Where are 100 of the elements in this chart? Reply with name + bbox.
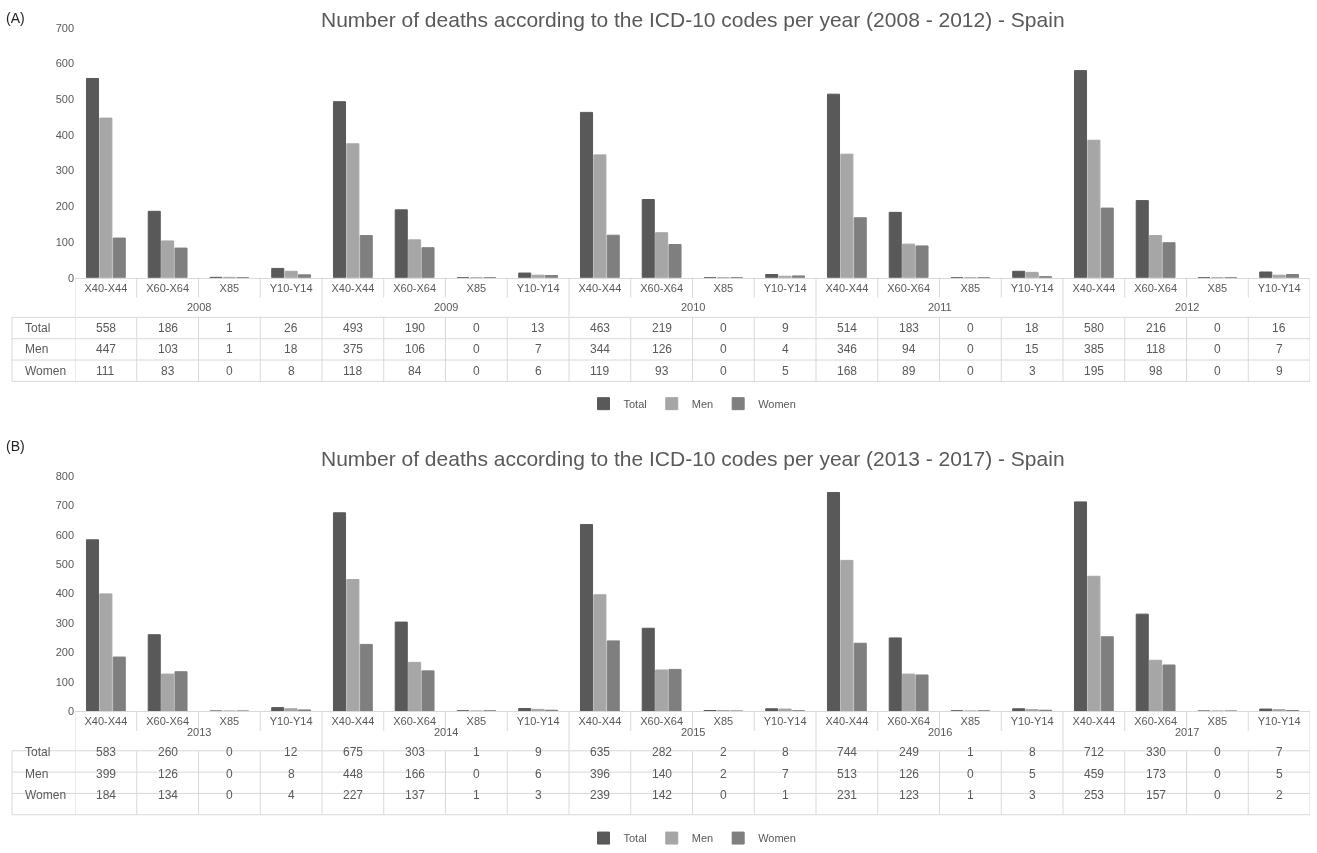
text: 2014: [434, 726, 459, 738]
data-label: 253: [1084, 788, 1105, 802]
x-tick-label: Y10-Y14: [1010, 715, 1054, 728]
data-label: 18: [284, 342, 298, 356]
data-label: 126: [899, 767, 920, 781]
data-label: 168: [837, 364, 858, 378]
data-label: 94: [902, 342, 916, 356]
data-label: 459: [1084, 767, 1105, 781]
data-label: 123: [899, 788, 920, 802]
text: 2011: [928, 301, 952, 313]
text: 2008: [187, 301, 212, 313]
data-label: 4: [782, 342, 789, 356]
x-tick-label: Y10-Y14: [516, 715, 560, 728]
data-label: 216: [1146, 321, 1167, 335]
data-label: 227: [343, 788, 364, 802]
y-tick-label: 0: [67, 704, 74, 717]
data-label: 5: [1029, 767, 1036, 781]
data-label: 2: [720, 767, 727, 781]
data-label: 119: [590, 364, 610, 378]
x-tick-label: Y10-Y14: [269, 281, 313, 294]
data-label: 219: [652, 321, 673, 335]
data-label: 580: [1084, 321, 1105, 335]
data-label: 1: [226, 321, 233, 335]
data-label: 0: [720, 321, 727, 335]
data-label: 13: [531, 321, 545, 335]
data-label: 186: [158, 321, 179, 335]
text: 2015: [681, 726, 706, 738]
data-label: 93: [655, 364, 669, 378]
data-label: 239: [590, 788, 611, 802]
x-tick-label: Y10-Y14: [1257, 715, 1301, 728]
data-label: 16: [1272, 321, 1286, 335]
x-tick-label: Y10-Y14: [516, 281, 560, 294]
y-tick-label: 400: [55, 128, 74, 141]
data-label: 1: [226, 342, 233, 356]
data-label: 583: [96, 745, 117, 759]
data-label: 399: [96, 767, 117, 781]
data-label: 8: [288, 767, 295, 781]
data-label: 9: [535, 745, 542, 759]
data-label: 0: [473, 342, 480, 356]
data-label: 106: [405, 342, 426, 356]
data-label: 375: [343, 342, 364, 356]
data-label: 0: [967, 342, 974, 356]
y-tick-label: 800: [55, 469, 74, 482]
data-label: 0: [720, 342, 727, 356]
data-label: 0: [967, 364, 974, 378]
x-tick-label: X85: [713, 715, 734, 728]
x-tick-label: X85: [219, 281, 240, 294]
data-label: 8: [1029, 745, 1036, 759]
x-tick-label: X85: [466, 281, 487, 294]
legend-label: Men: [691, 397, 714, 410]
legend-label: Women: [758, 832, 796, 845]
data-label: 118: [343, 364, 363, 378]
data-label: 9: [782, 321, 789, 335]
chart-title: Number of deaths according to the ICD-10 codes per year (2008 - 2012) - Spain: [321, 8, 1065, 31]
legend-label: Total: [623, 397, 647, 410]
data-label: 344: [590, 342, 611, 356]
data-label: 6: [535, 364, 542, 378]
legend-label: Men: [691, 832, 714, 845]
y-tick-label: 600: [55, 528, 74, 541]
data-label: 0: [473, 321, 480, 335]
data-label: 173: [1146, 767, 1167, 781]
text: 2009: [434, 301, 459, 313]
data-label: 0: [1214, 745, 1221, 759]
x-tick-label: X40-X44: [1072, 281, 1116, 294]
x-tick-label: X60-X64: [146, 281, 190, 294]
y-tick-label: 500: [55, 93, 74, 106]
data-label: 330: [1146, 745, 1167, 759]
data-label: 7: [535, 342, 542, 356]
data-label: 18: [1025, 321, 1039, 335]
data-label: 5: [782, 364, 789, 378]
data-label: 712: [1084, 745, 1105, 759]
y-tick-label: 600: [55, 57, 74, 70]
data-label: 0: [967, 767, 974, 781]
x-tick-label: X60-X64: [393, 281, 437, 294]
x-tick-label: Y10-Y14: [1010, 281, 1054, 294]
text: Total: [25, 745, 51, 759]
y-tick-label: 700: [55, 21, 74, 34]
data-label: 5: [1276, 767, 1283, 781]
data-label: 0: [1214, 342, 1221, 356]
data-label: 558: [96, 321, 117, 335]
text: Women: [25, 788, 67, 802]
data-label: 448: [343, 767, 364, 781]
data-label: 260: [158, 745, 179, 759]
data-label: 2: [720, 745, 727, 759]
y-tick-label: 100: [55, 235, 74, 248]
data-label: 8: [782, 745, 789, 759]
chart-title: Number of deaths according to the ICD-10 codes per year (2013 - 2017) - Spain: [321, 447, 1065, 470]
data-label: 231: [837, 788, 858, 802]
data-label: 0: [1214, 788, 1221, 802]
x-tick-label: X40-X44: [84, 715, 128, 728]
text: 2010: [681, 301, 706, 313]
data-label: 137: [405, 788, 426, 802]
x-tick-label: X85: [960, 715, 981, 728]
x-tick-label: X40-X44: [1072, 715, 1116, 728]
x-tick-label: X85: [713, 281, 734, 294]
data-label: 15: [1025, 342, 1039, 356]
data-label: 98: [1149, 364, 1163, 378]
data-label: 3: [1029, 788, 1036, 802]
y-tick-label: 500: [55, 558, 74, 571]
x-tick-label: X60-X64: [393, 715, 437, 728]
